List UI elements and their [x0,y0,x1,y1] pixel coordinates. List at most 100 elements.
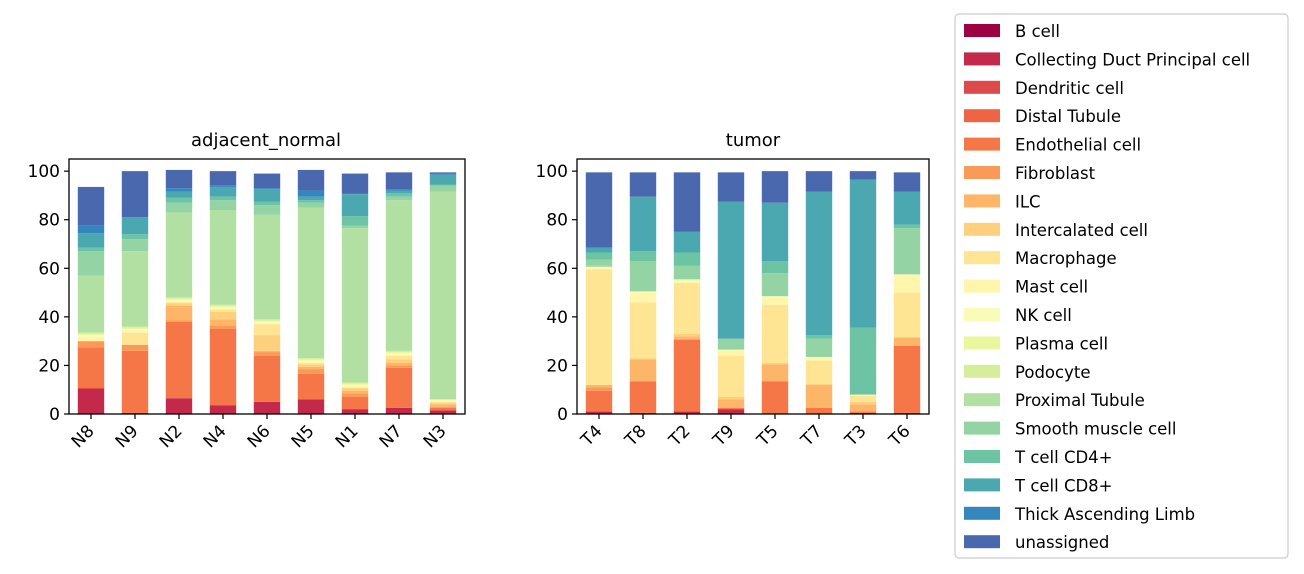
bar-segment-n3-collecting-duct-principal-cell [429,410,457,414]
x-axis-tumor: T4 T8 T2 T9 T5 T7 T3 T6 [577,414,915,451]
bar-segment-n9-smooth-muscle-cell [121,239,149,252]
bar-segment-n5-t-cell-cd4 [297,200,325,203]
legend-label-t-cell-cd4: T cell CD4+ [1014,448,1113,467]
bar-segment-n4-fibroblast [209,325,237,329]
bar-segment-t8-ilc [629,359,657,382]
bar-segment-n9-proximal-tubule [121,251,149,327]
bar-segment-n5-thick-ascending-limb [297,190,325,197]
bar-segment-t7-smooth-muscle-cell [805,338,833,357]
bar-segment-t8-intercalated-cell [629,358,657,360]
legend-label-thick-ascending-limb: Thick Ascending Limb [1014,505,1195,524]
legend-swatch-smooth-muscle-cell [964,421,1000,435]
bar-segment-n2-fibroblast [165,320,193,322]
bar-segment-n5-endothelial-cell [297,373,325,400]
legend-items: B cell Collecting Duct Principal cell Dend… [964,22,1250,552]
bar-segment-n6-t-cell-cd4 [253,201,281,206]
bar-segment-t5-nk-cell [761,296,789,298]
bar-segment-n1-podocyte [341,382,369,384]
x-tick-label-n5: N5 [288,421,319,452]
bar-segment-t8-smooth-muscle-cell [629,261,657,292]
bar-segment-t4-mast-cell [585,268,613,270]
bar-segment-n8-t-cell-cd4 [77,247,105,252]
bar-segment-t6-t-cell-cd4 [893,224,921,229]
legend-swatch-mast-cell [964,279,1000,293]
bar-segment-n6-intercalated-cell [253,335,281,351]
bar-segment-n1-unassigned [341,173,369,193]
bar-segment-n5-unassigned [297,169,325,191]
bar-segment-t9-unassigned [717,172,745,202]
x-tick-label-n3: N3 [420,421,451,452]
bar-segment-t5-ilc [761,364,789,382]
bar-segment-t2-plasma-cell [673,279,701,281]
bar-segment-n2-intercalated-cell [165,303,193,306]
bar-segment-t2-nk-cell [673,280,701,282]
bar-segment-n3-proximal-tubule [429,191,457,400]
bar-segment-n4-t-cell-cd8 [209,186,237,197]
y-tick-label-0: 0 [557,405,568,425]
bar-segment-n3-t-cell-cd4 [429,184,457,186]
bar-segment-n9-t-cell-cd4 [121,234,149,240]
bar-segment-t5-macrophage [761,304,789,363]
y-axis-adjacent-normal: 0 20 40 60 80 100 [28,162,69,425]
bar-segment-n4-smooth-muscle-cell [209,200,237,210]
bar-segment-n8-thick-ascending-limb [77,225,105,234]
legend-swatch-nk-cell [964,308,1000,321]
bar-segment-n4-collecting-duct-principal-cell [209,405,237,414]
y-tick-label-80: 80 [546,211,568,231]
bar-segment-t2-t-cell-cd4 [673,252,701,266]
bar-segment-n8-podocyte [77,332,105,334]
legend-label-nk-cell: NK cell [1015,306,1072,325]
bar-segment-t4-collecting-duct-principal-cell [585,411,613,414]
bar-segment-n7-proximal-tubule [385,200,413,351]
bar-segment-n8-endothelial-cell [77,347,105,389]
bar-segment-n4-intercalated-cell [209,312,237,320]
bar-segment-t8-t-cell-cd8 [629,196,657,252]
bar-segment-n3-endothelial-cell [429,407,457,411]
bar-segment-t2-fibroblast [673,338,701,340]
bar-segment-n4-endothelial-cell [209,329,237,406]
bar-segment-t2-t-cell-cd8 [673,231,701,253]
bar-segment-t2-endothelial-cell [673,339,701,412]
bar-segment-n2-t-cell-cd4 [165,197,193,203]
bar-segment-t9-macrophage [717,355,745,397]
y-axis-tumor: 0 20 40 60 80 100 [536,162,577,425]
bar-segment-n6-t-cell-cd8 [253,189,281,202]
bar-segment-n1-macrophage [341,387,369,389]
bar-segment-t4-unassigned [585,172,613,248]
bar-segment-t5-t-cell-cd8 [761,202,789,261]
bar-segment-n2-proximal-tubule [165,212,193,298]
legend-swatch-intercalated-cell [964,222,1000,236]
bar-segment-n1-plasma-cell [341,383,369,385]
bar-segment-t5-smooth-muscle-cell [761,273,789,297]
legend-label-distal-tubule: Distal Tubule [1015,107,1121,126]
bar-segment-t3-t-cell-cd8 [849,179,877,328]
bar-segment-t9-t-cell-cd8 [717,201,745,339]
bar-segment-n7-mast-cell [385,354,413,356]
bar-segment-n5-mast-cell [297,361,325,363]
bar-segment-n6-proximal-tubule [253,214,281,320]
bar-segment-n4-unassigned [209,171,237,186]
legend-swatch-t-cell-cd8 [964,478,1000,492]
legend-swatch-b-cell [964,24,1000,37]
bar-segment-t5-intercalated-cell [761,363,789,365]
bar-segment-t7-nk-cell [805,356,833,359]
bar-segment-t9-endothelial-cell [717,407,745,410]
bar-segment-n1-mast-cell [341,386,369,388]
y-tick-label-60: 60 [546,259,568,279]
bar-segment-n6-ilc [253,350,281,353]
bar-segment-n8-proximal-tubule [77,275,105,333]
bar-segment-t9-smooth-muscle-cell [717,338,745,350]
x-tick-label-n6: N6 [244,421,275,452]
bar-segment-n4-macrophage [209,309,237,312]
bar-segment-t3-mast-cell [849,394,877,396]
panel-title-tumor: tumor [726,130,781,151]
bar-segment-n7-endothelial-cell [385,367,413,408]
x-tick-label-t7: T7 [797,421,827,451]
bar-segment-n8-plasma-cell [77,333,105,336]
bar-segment-n2-endothelial-cell [165,321,193,399]
legend-swatch-plasma-cell [964,336,1000,350]
bar-segment-n7-t-cell-cd4 [385,193,413,197]
x-tick-label-t6: T6 [885,421,915,451]
bar-segment-n3-fibroblast [429,406,457,408]
bar-segment-t9-intercalated-cell [717,397,745,400]
